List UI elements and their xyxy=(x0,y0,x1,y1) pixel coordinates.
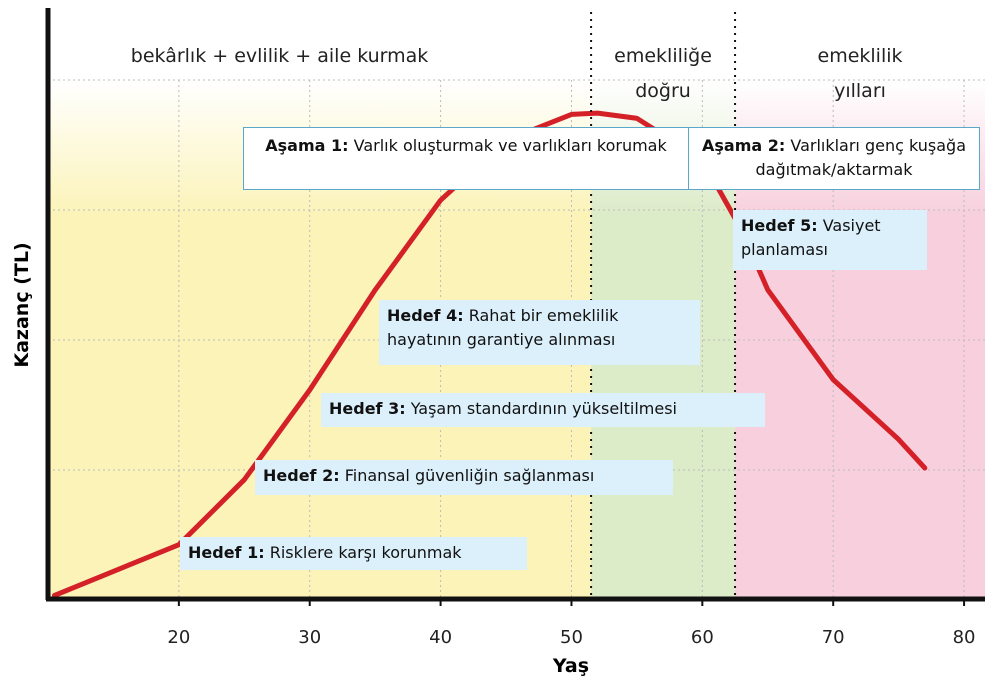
stage-box: Aşama 2: Varlıkları genç kuşağa dağıtmak… xyxy=(688,127,980,190)
box-text: Yaşam standardının yükseltilmesi xyxy=(411,399,677,418)
box-text: Varlık oluşturmak ve varlıkları korumak xyxy=(354,136,667,155)
x-tick-label: 40 xyxy=(429,627,452,648)
goal-box: Hedef 1: Risklere karşı korunmak xyxy=(180,537,527,570)
box-label: Aşama 2: xyxy=(702,136,785,155)
goal-box: Hedef 3: Yaşam standardının yükseltilmes… xyxy=(321,393,765,427)
box-text: Varlıkları genç kuşağa dağıtmak/aktarmak xyxy=(756,136,967,179)
goal-box: Hedef 5: Vasiyet planlaması xyxy=(733,210,927,270)
goal-box: Hedef 2: Finansal güvenliğin sağlanması xyxy=(255,460,673,495)
page: bekârlık + evlilik + aile kurmak emeklili… xyxy=(0,0,989,684)
stage-box: Aşama 1: Varlık oluşturmak ve varlıkları… xyxy=(243,127,689,190)
box-label: Hedef 3: xyxy=(329,399,406,418)
x-axis-label: Yaş xyxy=(552,655,589,677)
box-label: Hedef 5: xyxy=(741,216,818,235)
box-text: Finansal güvenliğin sağlanması xyxy=(345,466,595,485)
x-tick-label: 20 xyxy=(167,627,190,648)
phase-label: yılları xyxy=(834,80,886,102)
phase-label: emeklilik xyxy=(818,45,903,67)
x-tick-label: 80 xyxy=(953,627,976,648)
box-label: Hedef 4: xyxy=(387,306,464,325)
x-tick-label: 30 xyxy=(298,627,321,648)
box-label: Aşama 1: xyxy=(265,136,348,155)
box-label: Hedef 2: xyxy=(263,466,340,485)
y-axis-label: Kazanç (TL) xyxy=(11,242,33,367)
x-tick-label: 60 xyxy=(691,627,714,648)
x-tick-label: 50 xyxy=(560,627,583,648)
box-text: Risklere karşı korunmak xyxy=(270,543,462,562)
x-tick-label: 70 xyxy=(822,627,845,648)
goal-box: Hedef 4: Rahat bir emeklilik hayatının g… xyxy=(379,300,700,365)
box-label: Hedef 1: xyxy=(188,543,265,562)
phase-label: bekârlık + evlilik + aile kurmak xyxy=(131,45,429,67)
phase-label: doğru xyxy=(635,80,691,102)
phase-label: emekliliğe xyxy=(614,45,712,67)
